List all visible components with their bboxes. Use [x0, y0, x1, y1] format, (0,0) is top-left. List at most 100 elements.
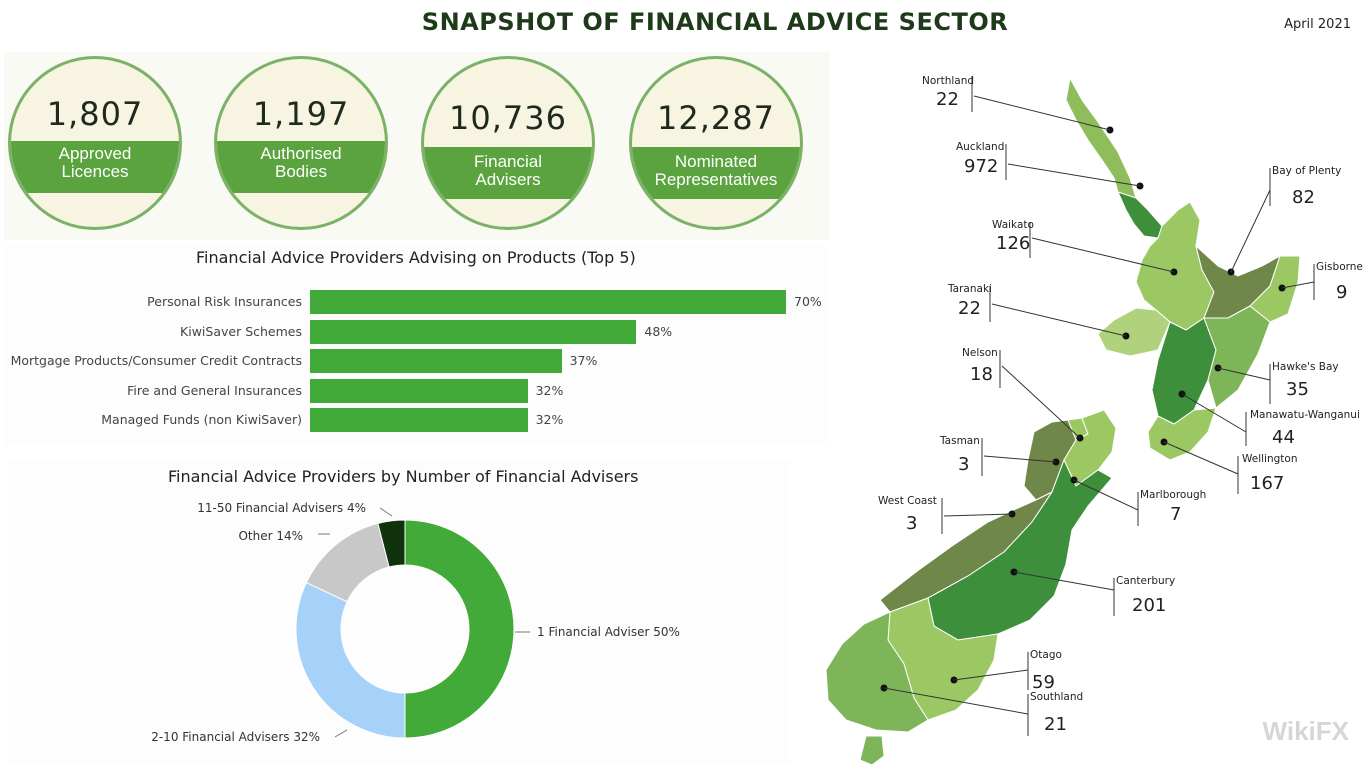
- region-name: Auckland: [956, 141, 1004, 153]
- donut-slice-label: 11-50 Financial Advisers 4%: [197, 501, 366, 515]
- bar-value-label: 70%: [794, 294, 822, 309]
- stat-label: Financial Advisers: [473, 152, 543, 189]
- stat-value: 1,197: [252, 95, 350, 133]
- map-svg: Northland 22 Auckland 972 Bay of Plenty 82 Wai…: [825, 75, 1363, 766]
- bar: [310, 290, 786, 314]
- region-leader-line: [883, 687, 1029, 715]
- region-taranaki: [1097, 307, 1171, 357]
- bar-category-label: Mortgage Products/Consumer Credit Contra…: [10, 353, 302, 368]
- bar-value-label: 48%: [644, 323, 673, 339]
- stat-band: [11, 141, 179, 193]
- donut-slice-label: 1 Financial Adviser 50%: [537, 625, 680, 639]
- stat-financial-advisers: 10,736 Financial Advisers: [421, 56, 595, 230]
- region-name: Manawatu-Wanganui: [1250, 409, 1360, 421]
- region-count: 3: [958, 454, 969, 475]
- region-leader-line: [1217, 367, 1271, 381]
- report-date: April 2021: [1284, 17, 1351, 32]
- donut-chart-title: Financial Advice Providers by Number of …: [168, 467, 639, 486]
- region-leader-line: [953, 669, 1029, 681]
- bar: [310, 378, 528, 403]
- stat-band: [632, 147, 800, 199]
- region-leader-line: [1013, 571, 1115, 591]
- bar-category-label: KiwiSaver Schemes: [180, 323, 302, 339]
- stat-value: 1,807: [46, 95, 144, 133]
- bar-category-label: Managed Funds (non KiwiSaver): [101, 412, 302, 427]
- region-name: Hawke's Bay: [1272, 361, 1339, 373]
- stat-approved-licences: 1,807 Approved Licences: [8, 56, 182, 230]
- region-leader-line: [1163, 441, 1239, 475]
- region-hawkes-bay: [1203, 305, 1271, 409]
- region-count: 972: [964, 156, 998, 177]
- region-name: West Coast: [878, 495, 937, 507]
- stat-nominated-representatives: 12,287 Nominated Representatives: [629, 56, 803, 230]
- region-name: Waikato: [992, 219, 1034, 231]
- bar: [310, 319, 637, 344]
- region-count: 3: [906, 513, 917, 534]
- region-count: 18: [970, 364, 993, 385]
- page-title: SNAPSHOT OF FINANCIAL ADVICE SECTOR: [421, 8, 1009, 36]
- region-southland: [825, 611, 929, 733]
- bar-value-label: 32%: [535, 412, 564, 427]
- donut-slice: [295, 581, 406, 739]
- region-count: 22: [958, 298, 981, 319]
- region-name: Northland: [922, 75, 974, 87]
- region-leader-line: [1181, 393, 1247, 433]
- bar: [310, 408, 528, 432]
- bar-category-label: Personal Risk Insurances: [147, 294, 302, 309]
- region-leader-line: [1281, 281, 1315, 289]
- region-leader-line: [943, 513, 1013, 517]
- region-name: Taranaki: [947, 283, 992, 295]
- stat-label: Authorised Bodies: [260, 144, 342, 181]
- region-stewart-island: [859, 735, 885, 766]
- stat-band: [424, 147, 592, 199]
- donut-slice: [377, 519, 406, 568]
- region-count: 7: [1170, 504, 1181, 525]
- stat-label: Approved Licences: [58, 144, 132, 181]
- region-leader-line: [1031, 237, 1175, 273]
- region-count: 35: [1286, 379, 1309, 400]
- region-leader-line: [973, 95, 1111, 131]
- bar-category-label: Fire and General Insurances: [127, 382, 302, 398]
- donut-leader-line: [334, 729, 348, 738]
- donut-slice-label: Other 14%: [238, 529, 303, 543]
- region-count: 126: [996, 233, 1030, 254]
- region-leader-line: [1001, 365, 1081, 439]
- region-leader-line: [1230, 189, 1271, 273]
- region-auckland: [1117, 191, 1163, 239]
- region-count: 201: [1132, 595, 1166, 616]
- region-leader-line: [991, 303, 1127, 337]
- region-leader-line: [1007, 163, 1141, 187]
- bar: [310, 349, 562, 373]
- region-count: 82: [1292, 187, 1315, 208]
- region-name: Nelson: [962, 347, 998, 359]
- stat-label: Nominated Representatives: [654, 152, 778, 189]
- donut-leader-line: [379, 507, 393, 517]
- donut-slice-label: 2-10 Financial Advisers 32%: [151, 730, 320, 744]
- region-name: Southland: [1030, 691, 1083, 703]
- donut-chart-svg: 1 Financial Adviser 50% 2-10 Financial Ad…: [151, 501, 680, 744]
- region-wellington: [1147, 407, 1217, 461]
- donut-slice: [404, 519, 515, 739]
- region-leader-line: [1073, 479, 1139, 511]
- bar-value-label: 32%: [535, 382, 564, 398]
- region-gisborne: [1249, 255, 1301, 323]
- region-canterbury: [927, 458, 1113, 641]
- region-count: 9: [1336, 282, 1347, 303]
- region-count: 59: [1032, 672, 1055, 693]
- region-name: Gisborne: [1316, 261, 1363, 273]
- bar-chart-title: Financial Advice Providers Advising on P…: [196, 248, 636, 267]
- region-name: Tasman: [939, 435, 980, 447]
- region-count: 21: [1044, 714, 1067, 735]
- region-name: Canterbury: [1116, 575, 1175, 587]
- stat-value: 12,287: [657, 99, 775, 137]
- region-name: Bay of Plenty: [1272, 165, 1341, 177]
- region-count: 167: [1250, 473, 1284, 494]
- nz-region-map: Northland 22 Auckland 972 Bay of Plenty 82 Wai…: [818, 60, 1371, 766]
- watermark-logo: WikiFX: [1262, 716, 1349, 746]
- region-name: Otago: [1030, 649, 1062, 661]
- stat-band: [217, 141, 385, 193]
- region-count: 44: [1272, 427, 1295, 448]
- region-leader-line: [983, 455, 1057, 463]
- region-count: 22: [936, 89, 959, 110]
- bar-value-label: 37%: [569, 353, 598, 368]
